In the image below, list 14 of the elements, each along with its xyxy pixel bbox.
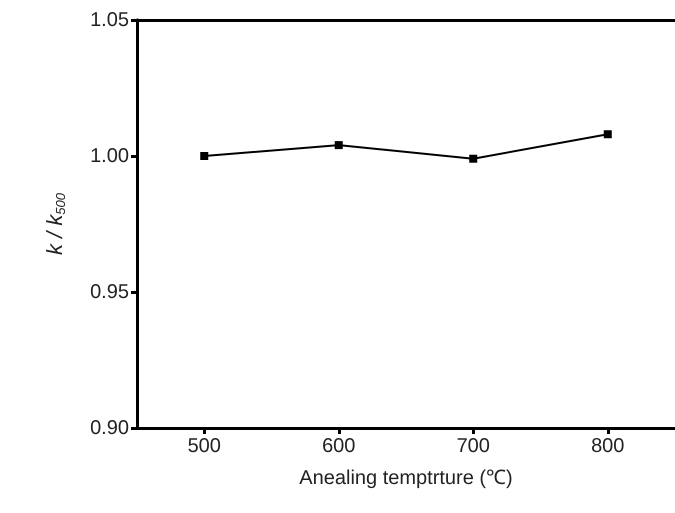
- x-tick-label: 600: [322, 435, 356, 457]
- y-axis-title: k / k500: [42, 192, 68, 256]
- y-tick-label: 0.90: [90, 417, 129, 439]
- x-axis-title: Anealing temptrture (℃): [299, 467, 513, 489]
- point: [604, 130, 612, 138]
- x-tick-label: 800: [591, 435, 624, 457]
- y-tick-label: 1.05: [90, 9, 129, 31]
- point: [334, 141, 343, 150]
- point: [469, 154, 478, 163]
- y-tick-label: 0.95: [90, 281, 129, 303]
- point: [200, 152, 208, 160]
- x-tick-label: 500: [188, 435, 221, 457]
- x-tick-label: 700: [456, 435, 490, 457]
- y-tick-label: 1.00: [90, 145, 129, 167]
